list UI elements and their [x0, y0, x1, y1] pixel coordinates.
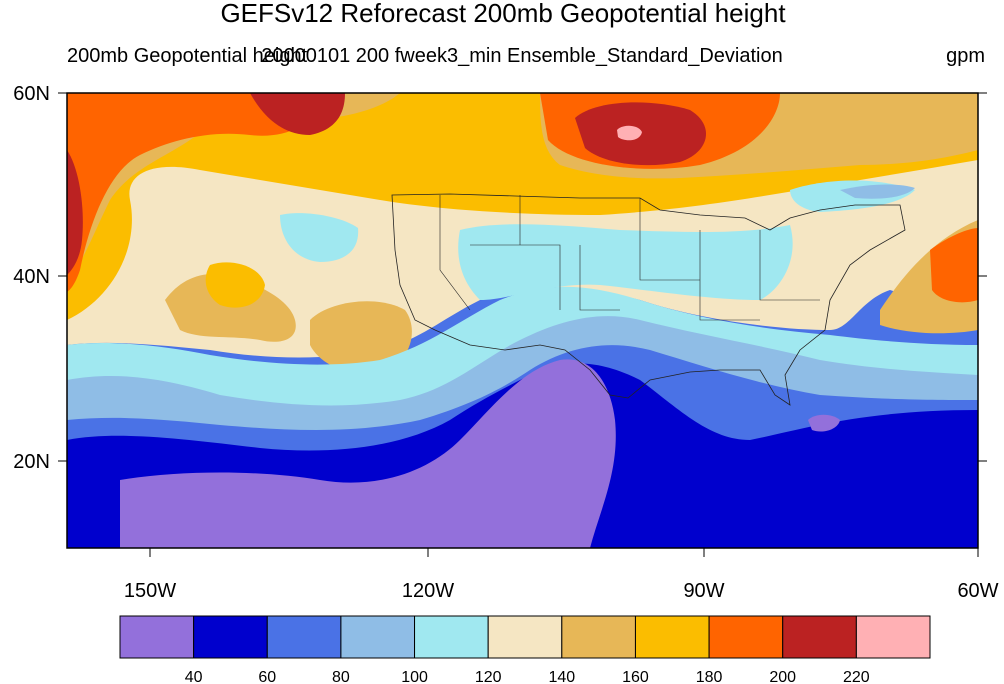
- colorbar-label-40: 40: [185, 669, 203, 684]
- colorbar-swatch-3: [340, 615, 416, 659]
- colorbar-label-220: 220: [843, 669, 870, 684]
- colorbar-swatch-9: [782, 615, 857, 659]
- colorbar-label-180: 180: [696, 669, 723, 684]
- colorbar-swatch-0: [119, 615, 195, 659]
- lon-label-60w: 60W: [957, 580, 998, 602]
- colorbar-swatch-6: [561, 615, 636, 659]
- colorbar-label-60: 60: [258, 669, 276, 684]
- longitude-labels: 150W 120W 90W 60W: [124, 580, 999, 602]
- lat-label-60n: 60N: [13, 83, 50, 105]
- map-frame: [66, 92, 979, 549]
- colorbar-swatch-7: [634, 615, 710, 659]
- colorbar-label-140: 140: [548, 669, 575, 684]
- tick-marks: [58, 92, 987, 557]
- colorbar-swatch-4: [414, 615, 489, 659]
- colorbar-label-100: 100: [401, 669, 428, 684]
- colorbar: 40 60 80 100 120 140 160 180 200 220: [119, 615, 931, 684]
- colorbar-label-160: 160: [622, 669, 649, 684]
- colorbar-swatch-8: [708, 615, 784, 659]
- colorbar-swatch-1: [193, 615, 268, 659]
- lon-label-150w: 150W: [124, 580, 176, 602]
- lon-label-120w: 120W: [402, 580, 454, 602]
- lon-label-90w: 90W: [683, 580, 724, 602]
- subtitle-left: 200mb Geopotential height: [67, 45, 308, 67]
- colorbar-swatch-10: [855, 615, 931, 659]
- main-title: GEFSv12 Reforecast 200mb Geopotential he…: [220, 0, 786, 28]
- colorbar-swatch-2: [266, 615, 342, 659]
- latitude-labels: 60N 40N 20N: [13, 83, 50, 473]
- subtitle-right: gpm: [946, 45, 985, 67]
- contour-fill-layer: [67, 93, 978, 548]
- colorbar-swatch-5: [487, 615, 563, 659]
- lat-label-20n: 20N: [13, 451, 50, 473]
- colorbar-label-120: 120: [475, 669, 502, 684]
- colorbar-label-200: 200: [769, 669, 796, 684]
- colorbar-label-80: 80: [332, 669, 350, 684]
- lat-label-40n: 40N: [13, 266, 50, 288]
- subtitle-center: 20000101 200 fweek3_min Ensemble_Standar…: [261, 45, 782, 67]
